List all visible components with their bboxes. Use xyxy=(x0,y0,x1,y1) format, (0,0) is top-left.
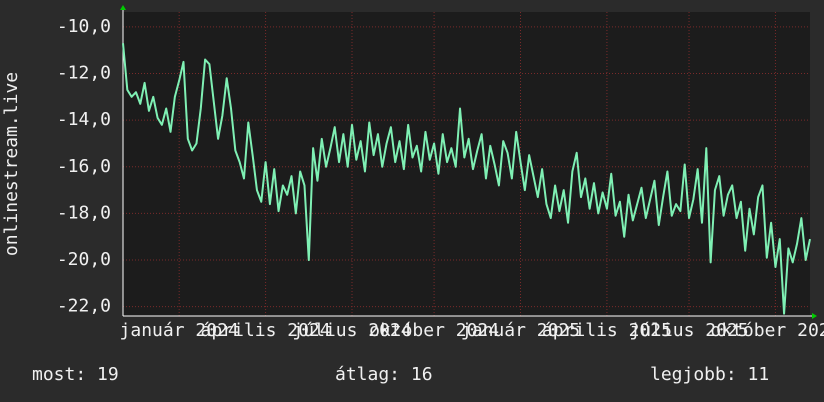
x-tick-label: július 2025 xyxy=(629,320,748,341)
y-tick-label: -10,0 xyxy=(57,16,111,37)
stat-text: átlag: 16 xyxy=(335,364,433,385)
plot-area xyxy=(123,12,810,316)
x-tick-label: április 2024 xyxy=(201,320,331,341)
y-tick-label: -12,0 xyxy=(57,63,111,84)
x-tick-label: január 2025 xyxy=(461,320,580,341)
stat-text: most: 19 xyxy=(32,364,119,385)
y-tick-label: -14,0 xyxy=(57,109,111,130)
y-axis-label: onlinestream.live xyxy=(1,72,22,256)
x-tick-label: október 2025 xyxy=(710,320,824,341)
x-tick-label: január 2024 xyxy=(120,320,239,341)
stat-text: legjobb: 11 xyxy=(650,364,769,385)
y-tick-label: -18,0 xyxy=(57,202,111,223)
x-tick-label: április 2025 xyxy=(542,320,672,341)
data-line xyxy=(122,43,811,315)
y-tick-label: -20,0 xyxy=(57,249,111,270)
x-arrow xyxy=(812,313,817,319)
y-arrow xyxy=(120,5,126,10)
y-tick-label: -22,0 xyxy=(57,296,111,317)
y-tick-label: -16,0 xyxy=(57,156,111,177)
x-tick-label: október 2024 xyxy=(369,320,499,341)
x-tick-label: július 2024 xyxy=(292,320,411,341)
